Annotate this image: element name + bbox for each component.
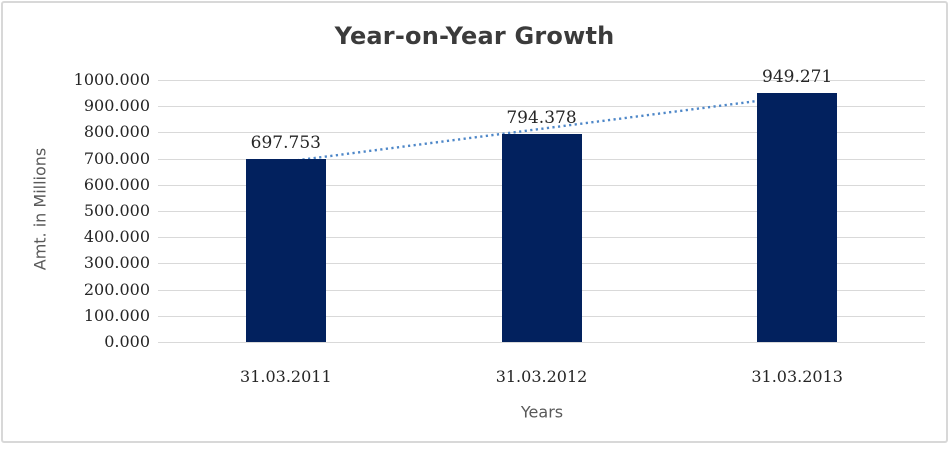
chart-title: Year-on-Year Growth	[334, 22, 615, 50]
y-tick-label: 100.000	[83, 305, 150, 325]
x-tick-label: 31.03.2013	[751, 367, 843, 386]
y-tick-label: 900.000	[83, 96, 150, 116]
gridline	[158, 132, 925, 134]
bar	[245, 159, 326, 342]
gridline	[158, 80, 925, 81]
bar	[501, 133, 582, 342]
trendline-dotted	[285, 94, 798, 163]
bar	[757, 93, 838, 342]
y-tick-label: 400.000	[83, 227, 150, 247]
x-tick-label: 31.03.2012	[495, 367, 588, 386]
y-tick-label: 1000.000	[73, 70, 150, 89]
gridline	[158, 342, 925, 343]
y-tick-label: 0.000	[104, 332, 150, 351]
y-tick-label: 500.000	[83, 201, 150, 220]
y-tick-label: 300.000	[83, 253, 150, 273]
bar-value-label: 794.378	[506, 107, 577, 128]
x-tick-label: 31.03.2011	[240, 367, 332, 386]
gridline	[158, 106, 925, 108]
y-tick-label: 600.000	[83, 174, 150, 194]
bar-value-label: 697.753	[250, 133, 321, 154]
y-tick-label: 200.000	[83, 279, 150, 299]
y-tick-label: 800.000	[83, 122, 150, 142]
bar-value-label: 949.271	[762, 67, 833, 88]
trendline-layer	[285, 94, 798, 163]
y-tick-label: 700.000	[83, 148, 150, 168]
x-axis-title: Years	[520, 402, 564, 422]
